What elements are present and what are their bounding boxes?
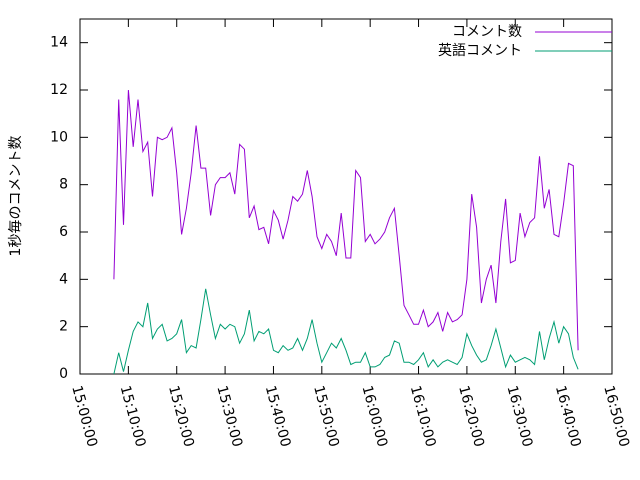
legend-label: コメント数 xyxy=(452,24,522,40)
x-tick-label: 15:30:00 xyxy=(213,384,245,449)
y-tick-label: 2 xyxy=(59,319,68,335)
series-line xyxy=(113,288,579,375)
x-tick-label: 16:50:00 xyxy=(600,384,632,449)
x-tick-label: 15:50:00 xyxy=(310,384,342,449)
x-tick-label: 16:40:00 xyxy=(552,384,584,449)
series-line xyxy=(113,89,579,351)
x-tick-label: 15:10:00 xyxy=(117,384,149,449)
y-tick-label: 8 xyxy=(59,177,68,193)
plot-frame xyxy=(79,18,613,375)
y-tick-label: 14 xyxy=(50,35,68,51)
x-tick-label: 16:00:00 xyxy=(358,384,390,449)
y-tick-label: 0 xyxy=(59,366,68,382)
legend-label: 英語コメント xyxy=(438,42,522,59)
x-tick-label: 15:00:00 xyxy=(68,384,100,449)
y-axis-label: 1秒毎のコメント数 xyxy=(8,136,24,257)
x-tick-label: 15:40:00 xyxy=(262,384,294,449)
y-tick-label: 12 xyxy=(50,82,68,98)
y-tick-label: 6 xyxy=(59,224,68,240)
x-tick-label: 16:30:00 xyxy=(504,384,536,449)
x-tick-label: 15:20:00 xyxy=(165,384,197,449)
y-tick-label: 4 xyxy=(59,271,68,287)
x-tick-label: 16:10:00 xyxy=(407,384,439,449)
x-tick-label: 16:20:00 xyxy=(455,384,487,449)
y-tick-label: 10 xyxy=(50,129,68,145)
